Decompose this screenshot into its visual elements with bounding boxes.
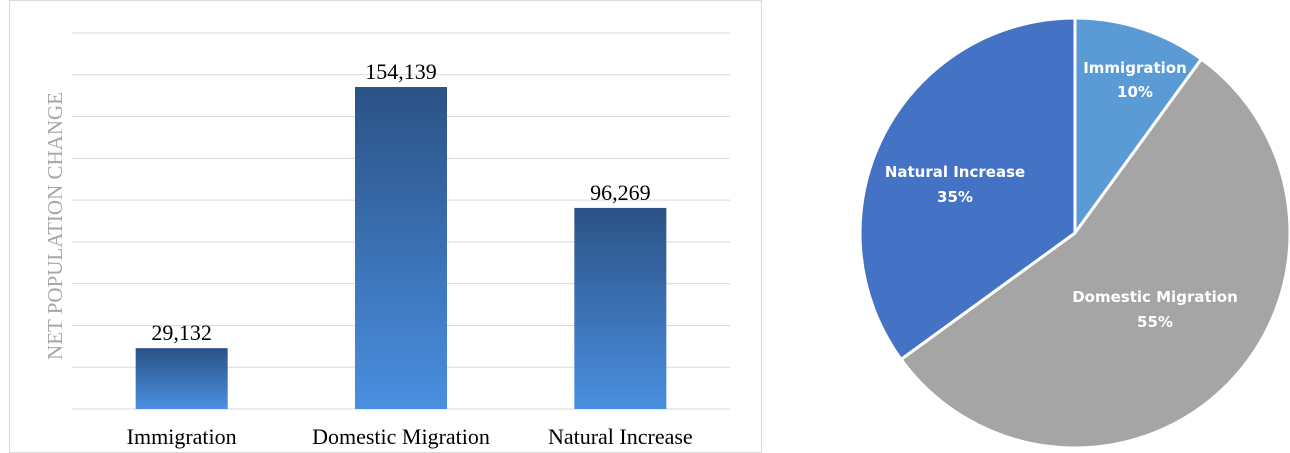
bar-immigration: [135, 348, 228, 409]
bar-value-labels: 29,132 154,139 96,269: [151, 59, 650, 345]
x-tick-natural-increase: Natural Increase: [548, 424, 693, 449]
pie-slices: [858, 16, 1290, 450]
value-label-natural-increase: 96,269: [590, 180, 651, 205]
y-axis-label: NET POPULATION CHANGE: [43, 92, 67, 360]
bar-domestic-migration: [355, 87, 447, 409]
pie-label-domestic-migration-name: Domestic Migration: [1072, 288, 1238, 306]
bar-series: [135, 87, 667, 409]
pie-chart: Immigration 10% Domestic Migration 55% N…: [858, 16, 1290, 450]
value-label-domestic-migration: 154,139: [365, 59, 437, 84]
x-tick-immigration: Immigration: [127, 424, 237, 449]
pie-label-immigration-name: Immigration: [1083, 59, 1187, 77]
pie-slice-immigration: [1073, 16, 1203, 235]
pie-label-natural-increase-name: Natural Increase: [885, 163, 1025, 181]
x-axis-tick-labels: Immigration Domestic Migration Natural I…: [127, 424, 693, 449]
pie-slice-domestic-migration: [899, 57, 1290, 450]
x-tick-domestic-migration: Domestic Migration: [312, 424, 490, 449]
bar-natural-increase: [574, 207, 667, 409]
pie-slice-natural-increase: [858, 16, 1077, 361]
pie-labels: Immigration 10% Domestic Migration 55% N…: [885, 59, 1238, 331]
pie-label-immigration-percent: 10%: [1117, 83, 1153, 101]
pie-label-domestic-migration-percent: 55%: [1137, 313, 1173, 331]
pie-label-natural-increase-percent: 35%: [937, 188, 973, 206]
bar-chart: 29,132 154,139 96,269 Immigration Domest…: [9, 0, 762, 453]
value-label-immigration: 29,132: [151, 320, 212, 345]
